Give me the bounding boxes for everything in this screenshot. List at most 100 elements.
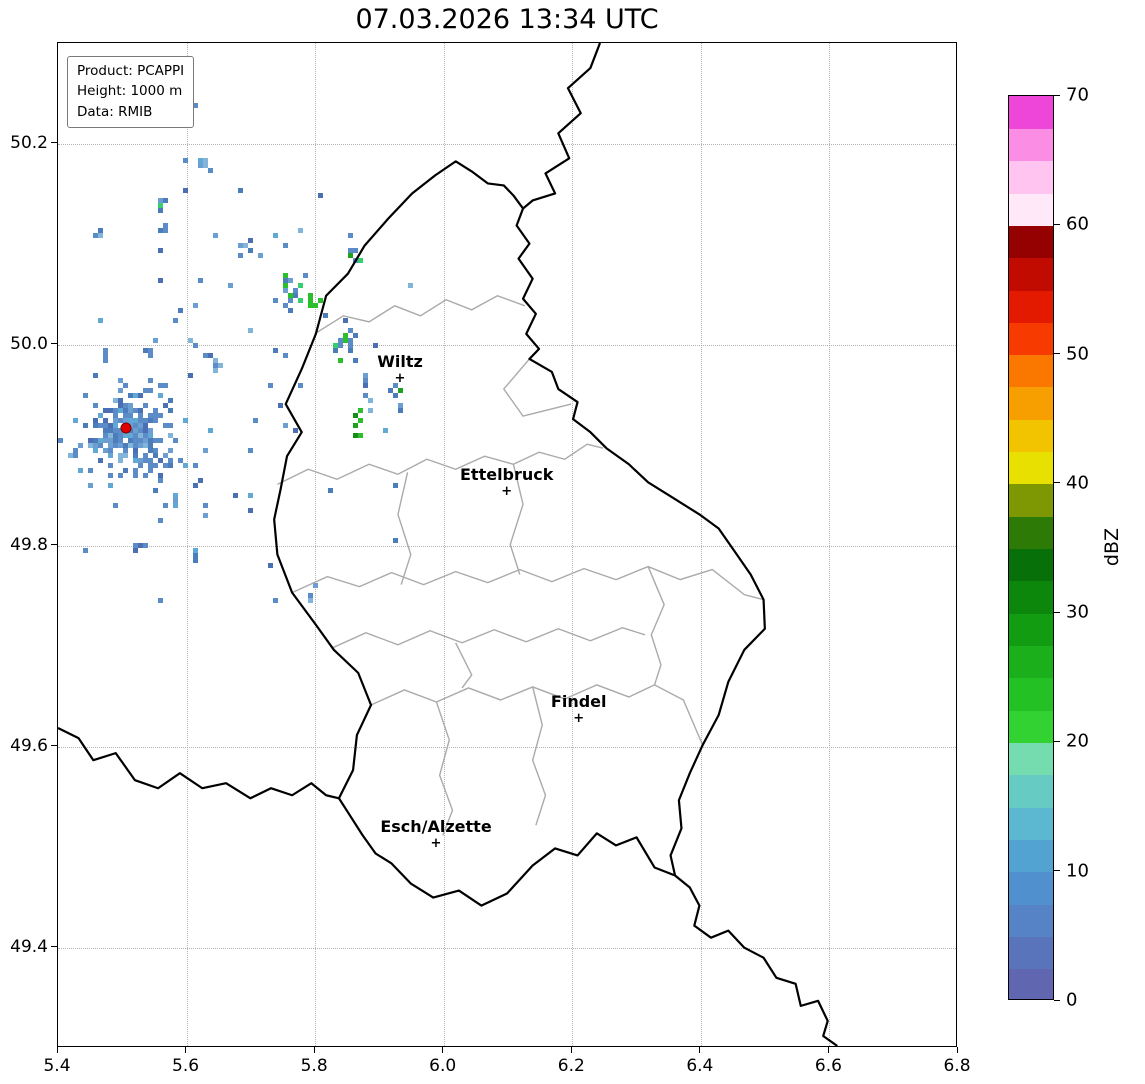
radar-echo-pixel xyxy=(203,163,208,168)
info-box-line: Height: 1000 m xyxy=(77,83,183,100)
colorbar-segment xyxy=(1009,419,1053,453)
radar-echo-pixel xyxy=(268,383,273,388)
radar-echo-pixel xyxy=(143,403,148,408)
radar-echo-pixel xyxy=(173,503,178,508)
radar-echo-pixel xyxy=(98,233,103,238)
y-tick-label: 49.6 xyxy=(10,735,48,756)
x-tick-label: 6.4 xyxy=(686,1056,714,1076)
radar-echo-pixel xyxy=(133,418,138,423)
product-info-box: Product: PCAPPI Height: 1000 m Data: RMIB xyxy=(67,56,195,128)
radar-echo-pixel xyxy=(93,423,98,428)
radar-echo-pixel xyxy=(88,468,93,473)
x-tick-label: 6.8 xyxy=(943,1056,971,1076)
gridline-vertical xyxy=(443,43,445,1046)
radar-echo-pixel xyxy=(398,403,403,408)
radar-echo-pixel xyxy=(143,388,148,393)
radar-echo-pixel xyxy=(118,443,123,448)
radar-echo-pixel xyxy=(283,283,288,288)
radar-echo-pixel xyxy=(323,313,328,318)
radar-echo-pixel xyxy=(148,348,153,353)
radar-echo-pixel xyxy=(93,443,98,448)
radar-echo-pixel xyxy=(213,358,218,363)
radar-echo-pixel xyxy=(103,448,108,453)
radar-echo-pixel xyxy=(118,473,123,478)
colorbar-segment xyxy=(1009,710,1053,743)
radar-echo-pixel xyxy=(143,418,148,423)
radar-echo-pixel xyxy=(83,423,88,428)
radar-echo-pixel xyxy=(348,343,353,348)
radar-echo-pixel xyxy=(213,368,218,373)
radar-echo-pixel xyxy=(123,433,128,438)
radar-echo-pixel xyxy=(148,463,153,468)
radar-echo-pixel xyxy=(128,433,133,438)
radar-echo-pixel xyxy=(298,383,303,388)
radar-echo-pixel xyxy=(113,413,118,418)
radar-echo-pixel xyxy=(398,388,403,393)
colorbar-tick-label: 70 xyxy=(1066,84,1089,106)
radar-echo-pixel xyxy=(138,433,143,438)
radar-echo-pixel xyxy=(158,458,163,463)
colorbar-segment xyxy=(1009,128,1053,162)
radar-echo-pixel xyxy=(133,448,138,453)
radar-echo-pixel xyxy=(138,458,143,463)
radar-echo-pixel xyxy=(173,318,178,323)
radar-echo-pixel xyxy=(133,438,138,443)
radar-echo-pixel xyxy=(163,403,168,408)
radar-echo-pixel xyxy=(198,278,203,283)
map-plot-area: + Wiltz + Ettelbruck + Findel + Esch/Alzette Pr… xyxy=(57,42,957,1047)
radar-echo-pixel xyxy=(163,463,168,468)
radar-echo-pixel xyxy=(98,443,103,448)
colorbar-scale xyxy=(1008,95,1054,1000)
gridline-vertical xyxy=(700,43,702,1046)
x-tick-mark xyxy=(56,1047,58,1053)
radar-echo-pixel xyxy=(133,428,138,433)
gridline-vertical xyxy=(315,43,317,1046)
radar-echo-pixel xyxy=(393,383,398,388)
radar-echo-pixel xyxy=(118,428,123,433)
radar-echo-pixel xyxy=(153,418,158,423)
radar-echo-pixel xyxy=(158,413,163,418)
radar-echo-pixel xyxy=(313,583,318,588)
radar-echo-pixel xyxy=(163,503,168,508)
radar-echo-pixel xyxy=(103,348,108,353)
radar-echo-pixel xyxy=(208,428,213,433)
radar-echo-pixel xyxy=(398,408,403,413)
radar-echo-pixel xyxy=(353,433,358,438)
radar-echo-pixel xyxy=(343,318,348,323)
radar-echo-pixel xyxy=(208,353,213,358)
radar-echo-pixel xyxy=(103,358,108,363)
radar-echo-pixel xyxy=(203,448,208,453)
city-marker-cross: + xyxy=(394,370,406,386)
radar-echo-pixel xyxy=(138,413,143,418)
colorbar-segment xyxy=(1009,192,1053,226)
radar-echo-pixel xyxy=(143,458,148,463)
radar-echo-pixel xyxy=(98,318,103,323)
radar-echo-pixel xyxy=(103,438,108,443)
radar-echo-pixel xyxy=(333,348,338,353)
radar-echo-pixel xyxy=(148,388,153,393)
radar-echo-pixel xyxy=(183,418,188,423)
x-tick-mark xyxy=(827,1047,829,1053)
colorbar-tick-label: 20 xyxy=(1066,730,1089,752)
colorbar-segment xyxy=(1009,774,1053,808)
radar-echo-pixel xyxy=(158,198,163,203)
radar-echo-pixel xyxy=(113,433,118,438)
radar-echo-pixel xyxy=(183,463,188,468)
radar-echo-pixel xyxy=(313,303,318,308)
radar-echo-pixel xyxy=(83,548,88,553)
radar-echo-pixel xyxy=(133,443,138,448)
radar-echo-pixel xyxy=(158,208,163,213)
colorbar-tick-mark xyxy=(1054,482,1060,484)
radar-echo-pixel xyxy=(163,423,168,428)
radar-echo-pixel xyxy=(93,233,98,238)
radar-echo-pixel xyxy=(208,168,213,173)
radar-echo-pixel xyxy=(248,493,253,498)
colorbar: 0 10 20 30 40 50 60 70 dBZ xyxy=(1008,85,1123,1011)
colorbar-segment xyxy=(1009,613,1053,647)
radar-echo-pixel xyxy=(138,423,143,428)
x-tick-label: 5.8 xyxy=(300,1056,328,1076)
radar-echo-pixel xyxy=(238,188,243,193)
colorbar-tick-label: 60 xyxy=(1066,213,1089,235)
radar-echo-pixel xyxy=(203,513,208,518)
radar-echo-pixel xyxy=(283,303,288,308)
